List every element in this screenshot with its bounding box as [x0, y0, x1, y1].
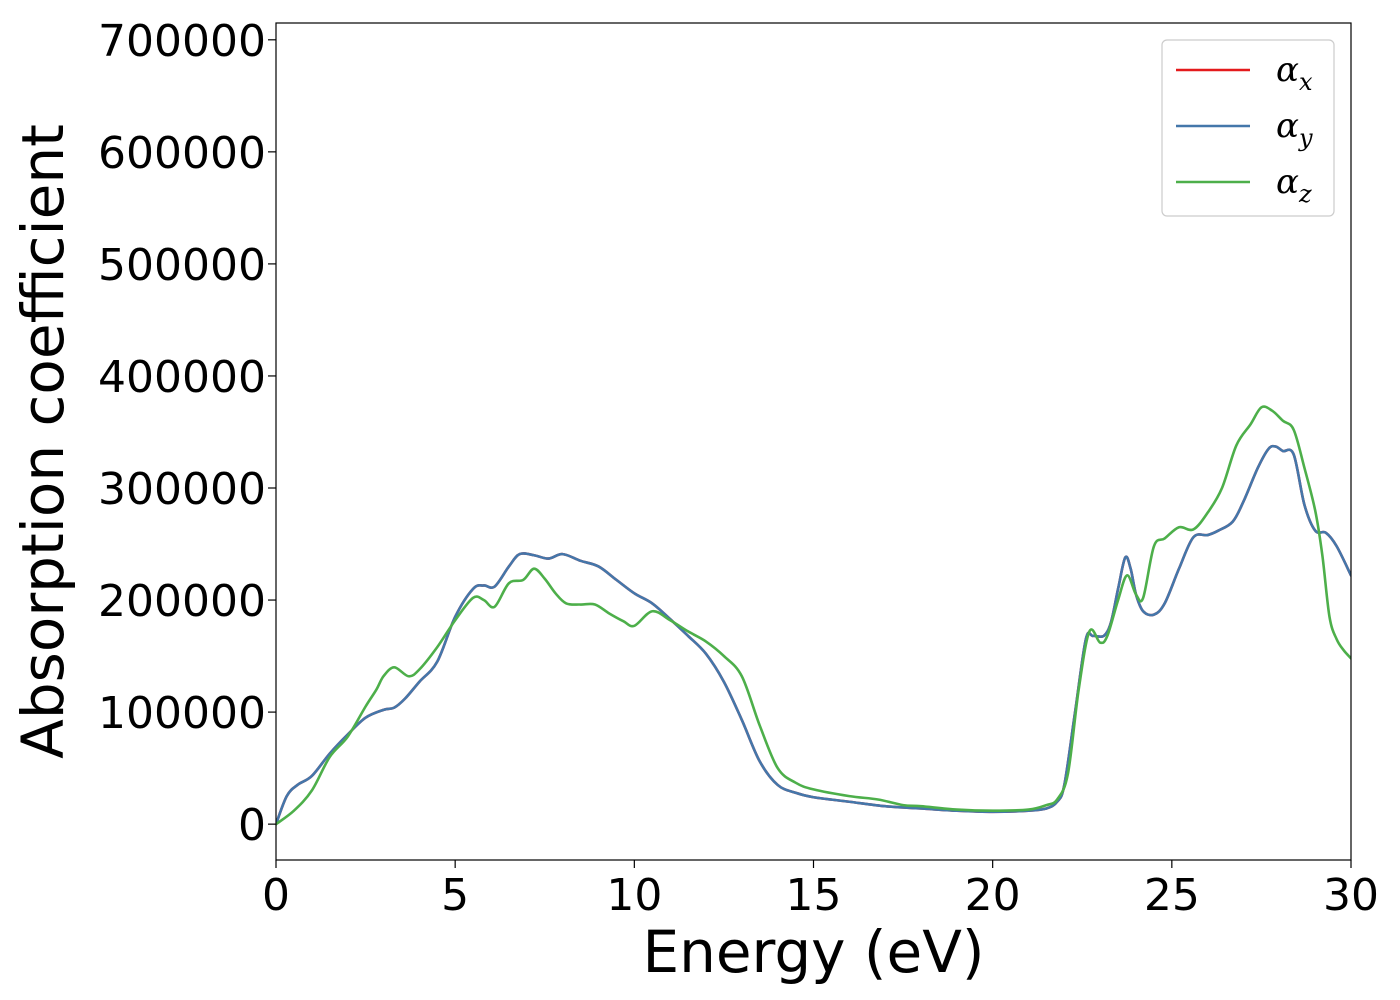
x-tick-label: 15	[786, 870, 842, 921]
y-tick-label: 700000	[98, 16, 266, 67]
legend-label: αx	[1276, 50, 1313, 96]
y-tick-label: 100000	[98, 688, 266, 739]
x-tick-label: 25	[1144, 870, 1200, 921]
series-line-z	[276, 405, 1351, 826]
y-tick-label: 200000	[98, 576, 266, 627]
x-axis: 0 5 10 15 20 25 30	[262, 860, 1379, 921]
y-tick-label: 600000	[98, 128, 266, 179]
y-tick-label: 500000	[98, 240, 266, 291]
x-tick-label: 5	[441, 870, 469, 921]
legend-label: αy	[1276, 106, 1313, 152]
series-layer	[276, 405, 1351, 826]
y-tick-label: 300000	[98, 464, 266, 515]
legend-entry-y: αy	[1176, 106, 1313, 152]
y-axis: 0 100000 200000 300000 400000 500000 600000 700…	[98, 16, 276, 851]
x-tick-label: 20	[965, 870, 1021, 921]
x-tick-label: 10	[606, 870, 662, 921]
x-axis-title: Energy (eV)	[642, 918, 984, 986]
legend-entry-x: αx	[1176, 50, 1313, 96]
series-line-y	[276, 444, 1351, 826]
x-tick-label: 30	[1323, 870, 1379, 921]
legend: αx αy αz	[1161, 39, 1335, 217]
y-tick-label: 0	[238, 800, 266, 851]
legend-label: αz	[1276, 162, 1312, 208]
y-tick-label: 400000	[98, 352, 266, 403]
legend-box	[1161, 39, 1335, 217]
y-axis-title: Absorption coefficient	[9, 124, 77, 759]
legend-entry-z: αz	[1176, 162, 1312, 208]
x-tick-label: 0	[262, 870, 290, 921]
